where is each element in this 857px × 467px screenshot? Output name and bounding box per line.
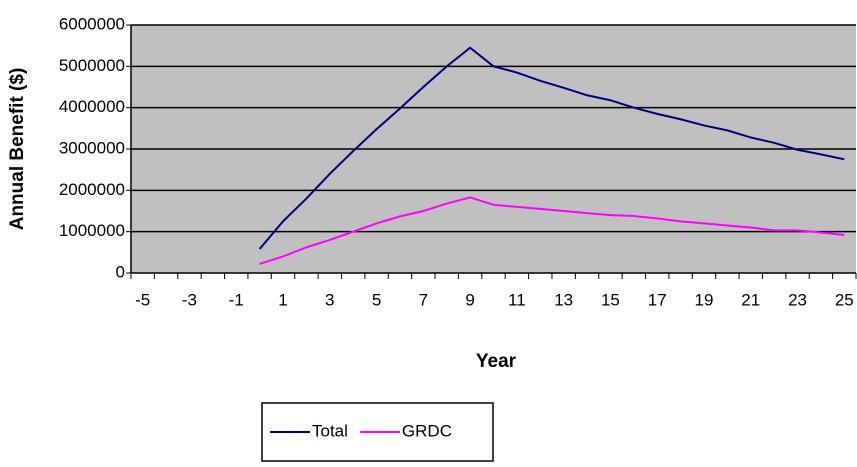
x-tick-label: -3 <box>182 290 197 309</box>
y-tick-label: 4000000 <box>59 97 125 116</box>
x-tick-label: 25 <box>835 290 854 309</box>
y-axis-label: Annual Benefit ($) <box>7 68 28 231</box>
x-tick-label: 21 <box>741 290 760 309</box>
x-tick-label: -5 <box>135 290 150 309</box>
series-line <box>259 196 845 265</box>
y-tick-label: 2000000 <box>59 180 125 199</box>
y-tick-label: 5000000 <box>59 56 125 75</box>
x-tick-label: 7 <box>419 290 428 309</box>
y-tick-label: 3000000 <box>59 138 125 157</box>
x-tick-label: 3 <box>325 290 334 309</box>
x-axis-label: Year <box>476 351 517 372</box>
y-tick-label: 0 <box>116 262 125 281</box>
series-line <box>258 46 845 250</box>
y-tick-label: 6000000 <box>59 14 125 33</box>
x-tick-label: 15 <box>601 290 620 309</box>
x-tick-label: 9 <box>465 290 474 309</box>
y-tick-label: 1000000 <box>59 221 125 240</box>
x-tick-label: 17 <box>648 290 667 309</box>
x-tick-label: 5 <box>372 290 381 309</box>
legend-label: Total <box>312 421 348 440</box>
legend-label: GRDC <box>402 421 452 440</box>
x-tick-label: -1 <box>229 290 244 309</box>
x-tick-label: 19 <box>695 290 714 309</box>
x-tick-label: 11 <box>508 290 526 309</box>
x-tick-label: 13 <box>554 290 573 309</box>
x-tick-label: 1 <box>278 290 287 309</box>
x-tick-label: 23 <box>788 290 807 309</box>
